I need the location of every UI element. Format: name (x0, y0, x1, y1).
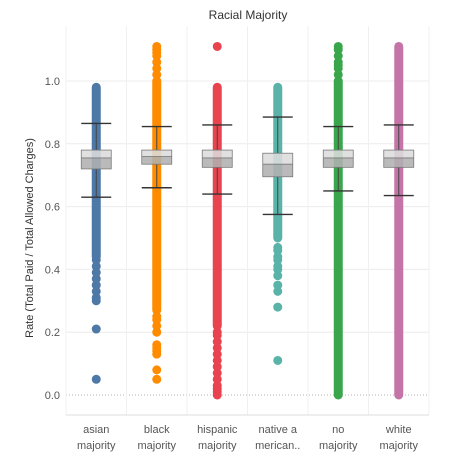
data-point (91, 293, 101, 303)
data-point (212, 381, 222, 391)
x-tick-label: majority (379, 440, 418, 452)
data-point (152, 70, 162, 80)
data-point (212, 327, 222, 337)
data-point (152, 365, 162, 375)
y-axis-title: Rate (Total Paid / Total Allowed Charges… (24, 138, 36, 338)
data-point (152, 374, 162, 384)
data-point (152, 41, 162, 51)
data-point (152, 340, 162, 350)
data-point (212, 355, 222, 365)
x-tick-label: majority (198, 440, 237, 452)
y-tick-label: 0.4 (45, 264, 60, 276)
x-tick-label: majority (77, 440, 116, 452)
box-outline (80, 149, 112, 170)
data-point (91, 255, 101, 265)
data-point (212, 41, 222, 51)
dense-points-strip (152, 76, 162, 315)
box-outline (322, 149, 354, 168)
data-point (91, 274, 101, 284)
data-point (152, 57, 162, 67)
x-tick-label: merican.. (255, 440, 300, 452)
data-point (333, 70, 343, 80)
box-upper-half (262, 153, 293, 165)
y-tick-label: 0.8 (45, 139, 60, 151)
dense-points-strip (333, 76, 343, 400)
y-axis-ticks: 0.0 0.2 0.4 0.6 0.8 1.0 (45, 76, 60, 402)
y-tick-label: 0.0 (45, 390, 60, 402)
gridlines (65, 26, 430, 416)
data-point (273, 242, 283, 252)
data-point (333, 57, 343, 67)
box-outline (262, 152, 294, 178)
y-tick-label: 1.0 (45, 76, 60, 88)
data-point (91, 374, 101, 384)
box-upper-half (383, 150, 414, 158)
data-point (273, 286, 283, 296)
data-point (152, 327, 162, 337)
data-point (91, 268, 101, 278)
data-point (152, 63, 162, 73)
data-point (333, 51, 343, 61)
data-point (212, 362, 222, 372)
data-point (333, 41, 343, 51)
x-tick-label: no (332, 424, 344, 436)
data-point (212, 349, 222, 359)
box-lower-half (202, 157, 233, 168)
data-point (212, 337, 222, 347)
box-lower-half (262, 164, 293, 177)
box-outline (383, 149, 415, 168)
data-point (273, 355, 283, 365)
x-tick-label: hispanic (197, 424, 238, 436)
data-point (91, 261, 101, 271)
x-tick-label: white (385, 424, 412, 436)
x-tick-label: black (144, 424, 170, 436)
x-tick-label: majority (137, 440, 176, 452)
box-outline (201, 149, 233, 168)
box-upper-half (202, 150, 233, 158)
data-point (273, 280, 283, 290)
data-point (212, 374, 222, 384)
box-outline (141, 149, 173, 165)
data-point (273, 261, 283, 271)
dense-points-strip (212, 82, 222, 331)
box-upper-half (81, 150, 112, 158)
data-point (273, 252, 283, 262)
box-lower-half (383, 157, 414, 168)
x-tick-label: native a (258, 424, 297, 436)
box-lower-half (323, 157, 354, 168)
box-lower-half (141, 156, 172, 165)
data-point (212, 343, 222, 353)
data-point (273, 271, 283, 281)
x-tick-label: majority (319, 440, 358, 452)
box-upper-half (141, 150, 172, 157)
box-upper-half (323, 150, 354, 158)
data-point (273, 302, 283, 312)
x-tick-label: asian (83, 424, 109, 436)
data-point (91, 280, 101, 290)
chart-title: Racial Majority (209, 8, 288, 22)
data-point (91, 324, 101, 334)
y-tick-label: 0.6 (45, 202, 60, 214)
dense-points-strip (394, 41, 404, 400)
x-axis-labels: asian majority black majority hispanic majori… (77, 424, 419, 452)
data-point (152, 312, 162, 321)
y-tick-label: 0.2 (45, 327, 60, 339)
data-point (152, 321, 162, 331)
data-point (212, 368, 222, 378)
box-lower-half (81, 157, 112, 169)
box-plots (80, 116, 415, 216)
data-point (91, 286, 101, 296)
